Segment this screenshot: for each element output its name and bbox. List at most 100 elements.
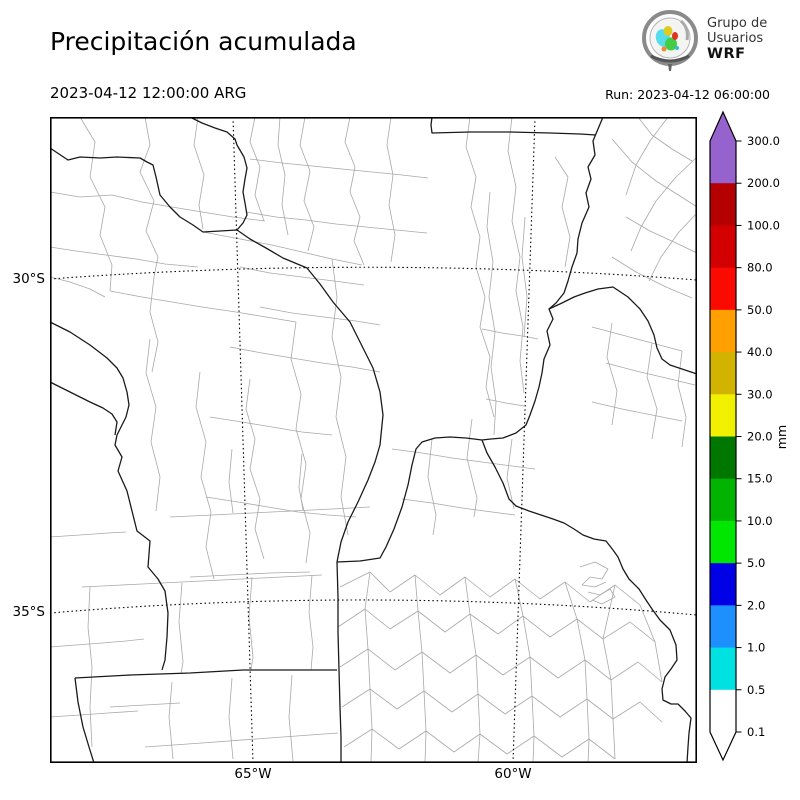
department-border-path: [638, 117, 692, 161]
department-border-path: [340, 572, 640, 605]
colorbar-segment: [710, 437, 736, 480]
colorbar-tick-label: 20.0: [747, 430, 773, 444]
department-border-path: [300, 117, 314, 251]
department-border-path: [246, 379, 264, 559]
colorbar-segment: [710, 310, 736, 353]
department-border-path: [140, 117, 158, 277]
department-border-path: [210, 417, 332, 435]
wrf-users-group-logo: Grupo de Usuarios WRF: [641, 8, 767, 72]
department-border-path: [50, 277, 105, 297]
department-border-path: [428, 439, 436, 535]
colorbar-segment: [710, 521, 736, 564]
latlon-gridlines-layer: [50, 117, 697, 763]
department-border-path: [580, 562, 608, 587]
lon-tick-60w: 60°W: [483, 766, 543, 782]
department-border-path: [260, 307, 380, 325]
department-border-path: [309, 575, 313, 670]
department-border-path: [592, 402, 682, 421]
department-border-path: [250, 159, 428, 178]
department-border-path: [365, 572, 372, 763]
province-border-path: [190, 117, 247, 230]
colorbar-extend-over-arrow: [710, 112, 736, 141]
department-border-path: [606, 363, 695, 385]
page-title: Precipitación acumulada: [50, 28, 357, 56]
department-border-path: [507, 439, 514, 509]
colorbar-extend-under-arrow: [710, 732, 736, 760]
colorbar-tick-label: 80.0: [747, 261, 773, 275]
department-border-path: [50, 247, 198, 267]
colorbar-segment: [710, 690, 736, 733]
gridline-dotted-path: [50, 600, 697, 615]
colorbar-tick-label: 1.0: [747, 641, 765, 655]
colorbar-tick-label: 300.0: [747, 134, 780, 148]
department-border-path: [169, 682, 173, 759]
department-border-path: [607, 323, 617, 425]
department-border-path: [299, 454, 303, 510]
department-border-path: [249, 577, 253, 670]
department-border-path: [649, 213, 697, 281]
department-border-path: [145, 733, 338, 747]
colorbar-tick-label: 10.0: [747, 514, 773, 528]
colorbar-tick-label: 15.0: [747, 472, 773, 486]
gridline-dotted-path: [50, 267, 697, 280]
department-border-path: [640, 605, 662, 682]
department-border-path: [146, 339, 160, 511]
department-border-path: [150, 277, 158, 372]
department-border-path: [342, 689, 662, 722]
lat-tick-30s: 30°S: [9, 271, 45, 287]
colorbar-unit-label: mm: [774, 425, 789, 449]
colorbar-tick-label: 50.0: [747, 303, 773, 317]
department-border-path: [565, 582, 589, 763]
department-border-path: [230, 347, 380, 372]
department-border-path: [110, 291, 296, 322]
colorbar-segment: [710, 352, 736, 395]
colorbar-segment: [710, 183, 736, 226]
province-border-path: [431, 117, 596, 135]
department-border-path: [50, 711, 138, 717]
province-border-path: [50, 322, 168, 670]
colorbar-tick-label: 200.0: [747, 176, 780, 190]
department-border-path: [229, 449, 233, 513]
colorbar-tick-label: 100.0: [747, 218, 780, 232]
department-border-path: [203, 232, 362, 265]
department-border-path: [179, 583, 183, 674]
wrf-logo-emblem-icon: [641, 8, 701, 72]
department-border-path: [487, 192, 496, 435]
department-border-path: [196, 372, 214, 579]
department-border-path: [387, 117, 395, 262]
department-border-path: [522, 217, 527, 337]
valid-time-label: 2023-04-12 12:00:00 ARG: [50, 84, 246, 102]
province-border-path: [50, 382, 117, 435]
province-border-path: [549, 287, 697, 374]
department-border-path: [603, 585, 615, 759]
department-border-path: [626, 217, 697, 253]
lon-tick-65w: 65°W: [223, 766, 283, 782]
department-borders-layer: [50, 117, 697, 763]
colorbar-tick-label: 40.0: [747, 345, 773, 359]
department-border-path: [229, 678, 233, 759]
department-border-path: [289, 675, 293, 761]
department-border-path: [486, 399, 524, 406]
department-border-path: [402, 499, 515, 515]
department-border-path: [246, 212, 427, 233]
gridline-dotted-path: [233, 117, 253, 763]
department-border-path: [340, 649, 662, 682]
department-border-path: [338, 609, 655, 642]
logo-text-line2: Usuarios: [707, 32, 767, 47]
department-border-path: [631, 157, 697, 251]
colorbar-segment: [710, 648, 736, 691]
department-border-path: [482, 329, 538, 339]
colorbar-tick-label: 0.1: [747, 725, 765, 739]
department-border-path: [110, 703, 180, 707]
logo-text-line1: Grupo de: [707, 17, 767, 32]
logo-text-wrf: WRF: [707, 46, 767, 62]
department-border-path: [88, 587, 92, 747]
department-border-path: [345, 117, 364, 265]
department-border-path: [50, 192, 265, 221]
province-border-path: [482, 117, 613, 550]
department-border-path: [612, 257, 692, 298]
province-border-path: [75, 670, 337, 678]
colorbar-segment: [710, 141, 736, 184]
colorbar-segment: [710, 225, 736, 268]
province-border-path: [613, 550, 691, 763]
